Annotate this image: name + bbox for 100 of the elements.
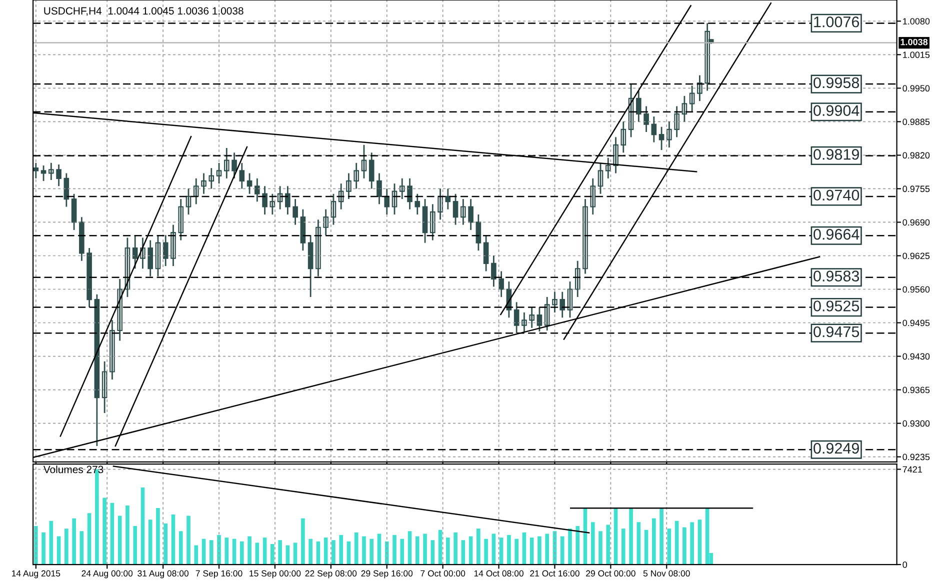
bar [64, 528, 68, 565]
bar [308, 538, 312, 565]
bar [484, 538, 488, 565]
bar [171, 514, 176, 565]
y-tick-label: 1.0080 [903, 18, 930, 24]
bar [178, 531, 183, 565]
bar [690, 522, 694, 565]
bar [377, 534, 382, 565]
bar [34, 526, 38, 565]
y-tick-label: 0.9300 [902, 420, 930, 427]
y-tick-label: 0.9560 [902, 286, 930, 293]
bar [446, 538, 450, 565]
bar [209, 540, 214, 565]
bar [400, 538, 404, 565]
y-tick-label: 0.9625 [902, 252, 930, 260]
annotation: USDCHF,H4 1.0044 1.0045 1.0036 1.0038 [44, 7, 244, 16]
bar [87, 513, 92, 565]
bar [118, 516, 122, 565]
bar [652, 518, 656, 565]
bar [438, 530, 442, 565]
ref-line-label: 0.9475 [814, 326, 860, 338]
y-tick-label: 0.9365 [902, 386, 930, 394]
bar [636, 522, 641, 565]
bar [576, 526, 580, 565]
ref-line-label: 0.9819 [814, 148, 859, 160]
bar [560, 536, 564, 565]
bar [568, 528, 572, 565]
ref-line-label: 0.9904 [814, 105, 860, 116]
x-tick-label: 7 Sep 16:00 [196, 570, 242, 578]
bar [629, 508, 633, 565]
ref-line-label: 0.9249 [814, 442, 859, 454]
x-tick-label: 29 Oct 00:00 [586, 570, 636, 577]
bar [354, 532, 358, 565]
x-tick-label: 31 Aug 08:00 [138, 570, 189, 578]
y-tick-label: 1.0015 [903, 52, 930, 58]
bar [156, 508, 160, 565]
bar [499, 538, 504, 565]
bar [194, 545, 198, 565]
bar [126, 505, 130, 565]
y-tick-label: 0.9690 [902, 219, 930, 226]
bar [621, 528, 626, 565]
y-tick-label: 0.9235 [902, 454, 930, 460]
y-tick-label: 0.9885 [902, 118, 930, 126]
bar [461, 540, 466, 565]
bar [392, 535, 396, 565]
x-tick-label: 22 Sep 08:00 [305, 570, 357, 578]
bar [698, 520, 702, 565]
ref-line-label: 0.9664 [814, 228, 860, 240]
x-tick-label: 14 Oct 08:00 [474, 570, 524, 577]
bar [538, 536, 542, 565]
bar [644, 530, 648, 565]
bar [492, 534, 496, 565]
bar [530, 538, 534, 565]
bar [415, 536, 420, 565]
bar [324, 538, 328, 565]
y-tick-label: 0.9950 [902, 85, 930, 92]
bar [606, 524, 610, 565]
bar [370, 538, 374, 565]
bar [240, 541, 244, 565]
bar [102, 498, 106, 565]
bar [430, 540, 435, 565]
bar [293, 542, 298, 565]
bar [133, 526, 137, 565]
bar [408, 531, 412, 565]
bar [705, 508, 710, 565]
ref-line-label: 1.0038 [900, 38, 928, 46]
bar [301, 518, 305, 565]
annotation: Volumes 273 [43, 466, 104, 474]
bar [270, 544, 274, 565]
ref-line-label: 0.9525 [814, 300, 860, 312]
bar [110, 502, 114, 565]
bar [454, 532, 458, 565]
bar [42, 532, 46, 565]
x-tick-label: 7 Oct 00:00 [420, 570, 466, 577]
ref-line-label: 1.0076 [814, 16, 860, 28]
x-tick-label: 21 Oct 16:00 [530, 570, 580, 577]
bar [49, 520, 54, 565]
bar [72, 518, 76, 565]
ref-line-label: 0.9583 [814, 270, 860, 282]
bar [148, 520, 152, 565]
bar [674, 520, 679, 565]
bar [262, 538, 267, 565]
x-tick-label: 15 Sep 00:00 [250, 570, 301, 578]
bar [667, 528, 672, 565]
bar [682, 527, 686, 565]
x-tick-label: 24 Aug 00:00 [82, 570, 133, 578]
bar [614, 508, 618, 565]
y-tick-label: 7421 [902, 466, 922, 473]
bar [507, 535, 511, 565]
bar [164, 523, 168, 565]
bar [140, 488, 145, 565]
x-tick-label: 29 Sep 16:00 [361, 570, 413, 578]
ref-line-label: 0.9958 [814, 77, 860, 88]
bar [248, 536, 252, 565]
bar [278, 540, 282, 565]
bar [514, 538, 518, 565]
bar [224, 538, 229, 565]
bar [590, 522, 595, 565]
bar [660, 508, 664, 565]
y-tick-label: 0.9755 [902, 186, 930, 192]
